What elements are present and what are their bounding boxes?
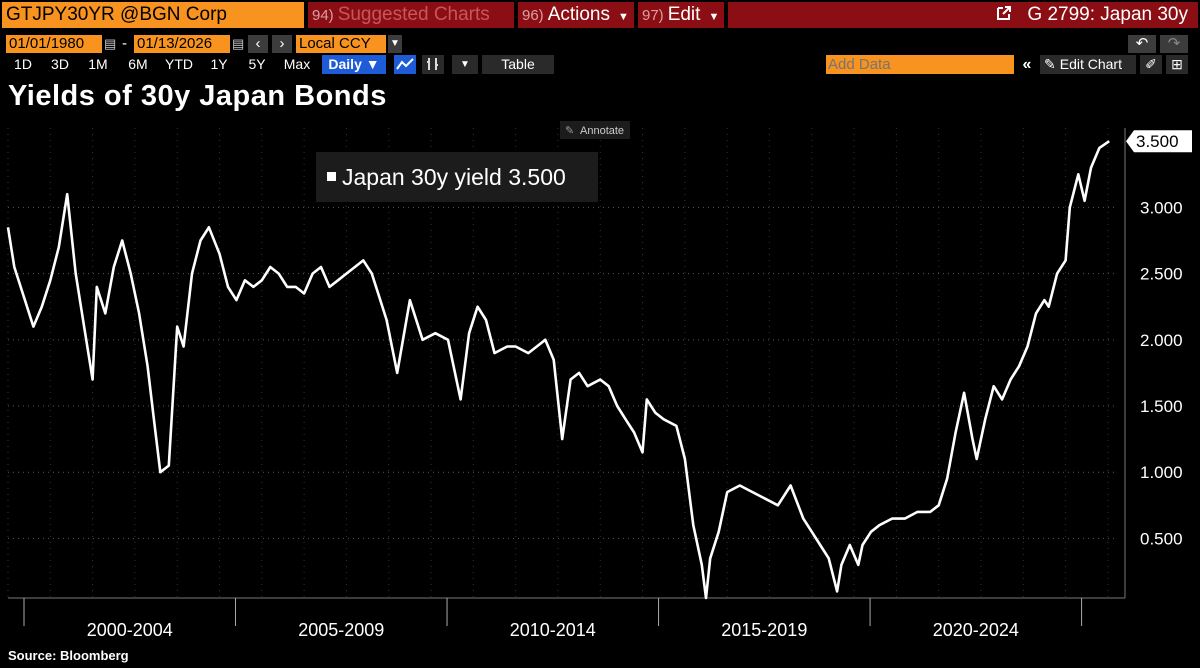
next-period-button[interactable]: › — [272, 35, 292, 53]
x-period-label: 2005-2009 — [298, 620, 384, 640]
suggested-charts-number: 94) — [312, 7, 334, 24]
dropdown-caret-icon: ▼ — [708, 11, 720, 23]
last-value-label: 3.500 — [1136, 132, 1179, 151]
collapse-icon[interactable]: « — [1022, 56, 1032, 73]
calendar-icon[interactable]: ▤ — [104, 36, 117, 51]
series-line-japan-30y[interactable] — [6, 140, 1110, 600]
annotate-pencil-icon: ✎ — [565, 124, 574, 137]
y-tick-label: 1.000 — [1140, 463, 1183, 482]
bar-chart-icon[interactable] — [422, 55, 444, 74]
annotate-button[interactable] — [560, 121, 630, 139]
period-button-max[interactable]: Max — [283, 56, 311, 72]
actions-menu-button[interactable]: 96) Actions ▼ — [518, 2, 634, 28]
frequency-label: Daily — [328, 56, 362, 72]
previous-period-button[interactable]: ‹ — [248, 35, 268, 53]
actions-label: Actions — [547, 4, 610, 25]
edit-number: 97) — [642, 7, 664, 24]
x-period-label: 2010-2014 — [510, 620, 596, 640]
line-chart[interactable]: 0.500 1.000 1.500 2.000 2.500 3.000 2000-2004 2… — [0, 118, 1200, 646]
table-button[interactable]: Table — [482, 55, 554, 74]
legend-label: Japan 30y yield 3.500 — [342, 164, 566, 190]
period-button-5y[interactable]: 5Y — [248, 56, 266, 72]
last-value-badge — [1126, 130, 1192, 153]
period-button-3d[interactable]: 3D — [51, 56, 69, 72]
y-tick-label: 3.000 — [1140, 198, 1183, 217]
chart-type-dropdown-icon[interactable]: ▼ — [452, 55, 478, 74]
legend-swatch — [327, 172, 336, 181]
redo-icon[interactable]: ↷ — [1160, 35, 1188, 53]
annotate-label: Annotate — [580, 125, 624, 137]
pop-out-icon[interactable] — [995, 4, 1013, 22]
top-bar: GTJPY30YR @BGN Corp 94) Suggested Charts … — [0, 0, 1200, 30]
edit-chart-label: Edit Chart — [1059, 56, 1122, 72]
x-period-label: 2015-2019 — [721, 620, 807, 640]
end-date-input[interactable]: 01/13/2026 — [134, 35, 230, 53]
period-button-6m[interactable]: 6M — [128, 56, 148, 72]
currency-select[interactable]: Local CCY — [296, 35, 386, 53]
period-button-ytd[interactable]: YTD — [165, 56, 193, 72]
currency-dropdown-icon[interactable]: ▼ — [388, 35, 402, 53]
y-tick-label: 2.500 — [1140, 265, 1183, 284]
legend-box — [316, 152, 598, 202]
calendar-icon[interactable]: ▤ — [232, 36, 245, 51]
undo-icon[interactable]: ↶ — [1128, 35, 1156, 53]
source-note: Source: Bloomberg — [8, 648, 129, 663]
start-date-input[interactable]: 01/01/1980 — [6, 35, 102, 53]
ticker-field[interactable]: GTJPY30YR @BGN Corp — [2, 2, 304, 28]
y-tick-label: 2.000 — [1140, 331, 1183, 350]
edit-menu-button[interactable]: 97) Edit ▼ — [638, 2, 724, 28]
chart-settings-icon[interactable]: ✐ — [1140, 55, 1162, 74]
y-tick-label: 1.500 — [1140, 397, 1183, 416]
line-chart-icon[interactable] — [394, 55, 416, 74]
x-period-label: 2000-2004 — [87, 620, 173, 640]
suggested-charts-label: Suggested Charts — [337, 4, 490, 25]
period-button-1y[interactable]: 1Y — [210, 56, 228, 72]
add-data-input[interactable] — [826, 55, 1014, 74]
edit-label: Edit — [667, 4, 701, 25]
suggested-charts-button[interactable]: 94) Suggested Charts — [308, 2, 514, 28]
period-button-1m[interactable]: 1M — [88, 56, 108, 72]
frequency-select[interactable]: Daily ▼ — [322, 55, 386, 74]
graph-title: G 2799: Japan 30y — [1027, 4, 1188, 25]
graph-title-bar: G 2799: Japan 30y — [728, 2, 1198, 28]
x-period-label: 2020-2024 — [933, 620, 1019, 640]
chart-title: Yields of 30y Japan Bonds — [8, 80, 387, 112]
pencil-icon: ✎ — [1044, 56, 1056, 72]
grid-icon[interactable]: ⊞ — [1166, 55, 1188, 74]
y-tick-label: 0.500 — [1140, 529, 1183, 548]
actions-number: 96) — [522, 7, 544, 24]
date-separator: - — [122, 35, 127, 52]
dropdown-caret-icon: ▼ — [618, 11, 629, 23]
edit-chart-button[interactable]: ✎ Edit Chart — [1040, 55, 1136, 74]
period-button-1d[interactable]: 1D — [14, 56, 32, 72]
